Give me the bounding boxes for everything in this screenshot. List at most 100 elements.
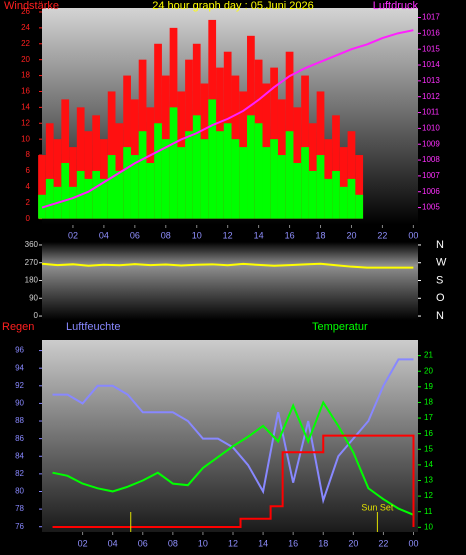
y-tick-label: 22 bbox=[21, 39, 30, 48]
bar bbox=[138, 131, 147, 219]
y-tick-label: 2 bbox=[26, 198, 31, 207]
y-tick-label: 88 bbox=[15, 416, 24, 425]
step-line bbox=[52, 434, 415, 529]
bar bbox=[200, 139, 209, 219]
axis-label: Regen bbox=[2, 321, 34, 333]
x-tick-label: 06 bbox=[130, 230, 140, 240]
y2-tick-label: 20 bbox=[424, 366, 433, 375]
bar bbox=[84, 131, 93, 219]
y-tick-label: 80 bbox=[15, 487, 24, 496]
series-line bbox=[41, 262, 414, 269]
y2-tick-label: 12 bbox=[424, 491, 433, 500]
bar bbox=[76, 107, 85, 219]
series-line bbox=[52, 400, 414, 516]
y-tick-label: 18 bbox=[21, 71, 30, 80]
bar bbox=[146, 163, 155, 219]
y2-tick-label: 11 bbox=[424, 507, 433, 516]
y2-tick-label: 1008 bbox=[422, 155, 440, 164]
bar bbox=[355, 155, 364, 219]
bar bbox=[69, 147, 77, 219]
y-tick-label: 82 bbox=[15, 469, 24, 478]
y-tick-label: 20 bbox=[21, 55, 30, 64]
bar bbox=[115, 170, 124, 219]
y2-tick-label: 17 bbox=[424, 413, 433, 422]
y-tick-label: 6 bbox=[26, 166, 31, 175]
y-tick-label: 0 bbox=[26, 214, 31, 223]
y2-tick-label: 1010 bbox=[422, 123, 440, 132]
y-tick-label: 76 bbox=[15, 522, 24, 531]
axis-label: Luftdruck bbox=[373, 0, 419, 12]
y2-tick-label: 16 bbox=[424, 429, 433, 438]
bar bbox=[239, 147, 248, 219]
x-tick-label: 18 bbox=[316, 230, 326, 240]
bar bbox=[208, 99, 217, 219]
y2-tick-label: 21 bbox=[424, 351, 433, 360]
y-tick-label: 78 bbox=[15, 504, 24, 513]
bar bbox=[324, 178, 333, 219]
x-tick-label: 04 bbox=[108, 538, 118, 548]
x-tick-label: 18 bbox=[318, 538, 328, 548]
x-tick-label: 02 bbox=[68, 230, 78, 240]
y2-tick-label: 13 bbox=[424, 476, 433, 485]
y2-tick-label: 1007 bbox=[422, 171, 440, 180]
bar bbox=[223, 123, 232, 219]
y-tick-label: 4 bbox=[26, 182, 31, 191]
bar bbox=[192, 115, 201, 219]
bar bbox=[53, 139, 62, 219]
y-tick-label: 92 bbox=[15, 381, 24, 390]
series-line bbox=[52, 358, 414, 505]
bar bbox=[301, 147, 309, 219]
x-tick-label: 00 bbox=[408, 230, 418, 240]
x-tick-label: 06 bbox=[138, 538, 148, 548]
bar bbox=[262, 147, 271, 219]
bar bbox=[254, 123, 263, 219]
plot-area bbox=[42, 242, 418, 320]
y-tick-label: 0 bbox=[34, 311, 39, 320]
x-tick-label: 12 bbox=[223, 230, 233, 240]
x-tick-label: 14 bbox=[258, 538, 268, 548]
y2-tick-label: N bbox=[436, 310, 444, 322]
bar bbox=[61, 163, 70, 219]
y-tick-label: 26 bbox=[21, 7, 30, 16]
y2-tick-label: 15 bbox=[424, 444, 433, 453]
x-tick-label: 16 bbox=[285, 230, 295, 240]
bar bbox=[316, 155, 325, 219]
y2-tick-label: W bbox=[436, 257, 447, 269]
axis-label: Temperatur bbox=[312, 321, 368, 333]
y-tick-label: 86 bbox=[15, 434, 24, 443]
x-tick-label: 22 bbox=[378, 538, 388, 548]
x-tick-label: 14 bbox=[254, 230, 264, 240]
y-tick-label: 94 bbox=[15, 363, 24, 372]
y2-tick-label: 1009 bbox=[422, 139, 440, 148]
x-tick-label: 12 bbox=[228, 538, 238, 548]
y2-tick-label: 1006 bbox=[422, 187, 440, 196]
y-tick-label: 360 bbox=[25, 240, 39, 249]
bar bbox=[100, 178, 108, 219]
annotation: Sun Set bbox=[361, 502, 394, 512]
bar bbox=[277, 155, 286, 219]
y2-tick-label: 19 bbox=[424, 382, 433, 391]
y-tick-label: 12 bbox=[21, 118, 30, 127]
bar bbox=[332, 170, 340, 219]
bar bbox=[339, 147, 348, 219]
chart-title: 24 hour graph day : 05.Juni 2026 bbox=[152, 0, 313, 12]
y-tick-label: 270 bbox=[25, 258, 39, 267]
bar bbox=[247, 115, 255, 219]
bar bbox=[169, 107, 178, 219]
y2-tick-label: 1013 bbox=[422, 76, 440, 85]
bar bbox=[332, 115, 340, 219]
bar bbox=[45, 123, 54, 219]
x-tick-label: 02 bbox=[78, 538, 88, 548]
bar bbox=[161, 139, 170, 219]
y-tick-label: 16 bbox=[21, 87, 30, 96]
x-tick-label: 10 bbox=[198, 538, 208, 548]
bar bbox=[231, 139, 240, 219]
bar bbox=[216, 131, 224, 219]
y2-tick-label: 1012 bbox=[422, 92, 440, 101]
y-tick-label: 90 bbox=[29, 293, 38, 302]
bar bbox=[69, 186, 77, 219]
y2-tick-label: 1014 bbox=[422, 60, 440, 69]
y2-tick-label: 14 bbox=[424, 460, 433, 469]
y2-tick-label: 18 bbox=[424, 398, 433, 407]
